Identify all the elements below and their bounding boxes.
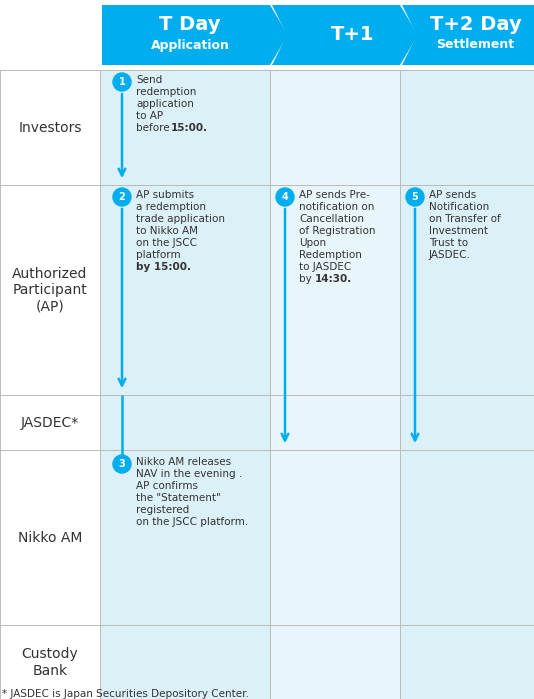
Circle shape bbox=[113, 188, 131, 206]
Text: AP sends Pre-: AP sends Pre- bbox=[299, 190, 370, 200]
Text: of Registration: of Registration bbox=[299, 226, 375, 236]
Text: 15:00.: 15:00. bbox=[171, 123, 208, 133]
Polygon shape bbox=[272, 5, 418, 65]
Text: 1: 1 bbox=[119, 77, 125, 87]
Text: T+1: T+1 bbox=[331, 25, 374, 45]
Text: 5: 5 bbox=[412, 192, 418, 202]
Bar bbox=[0, 625, 100, 699]
Text: Investors: Investors bbox=[18, 120, 82, 134]
Bar bbox=[100, 625, 270, 699]
Text: before: before bbox=[136, 123, 173, 133]
Bar bbox=[100, 395, 270, 450]
Bar bbox=[400, 395, 534, 450]
Text: Cancellation: Cancellation bbox=[299, 214, 364, 224]
Text: 3: 3 bbox=[119, 459, 125, 469]
Text: on the JSCC platform.: on the JSCC platform. bbox=[136, 517, 248, 527]
Bar bbox=[270, 625, 400, 699]
Text: AP sends: AP sends bbox=[429, 190, 476, 200]
Text: notification on: notification on bbox=[299, 202, 374, 212]
Circle shape bbox=[113, 73, 131, 91]
Bar bbox=[400, 70, 534, 185]
Circle shape bbox=[276, 188, 294, 206]
Bar bbox=[0, 395, 100, 450]
Bar bbox=[400, 185, 534, 395]
Text: Trust to: Trust to bbox=[429, 238, 468, 248]
Bar bbox=[0, 70, 100, 185]
Text: registered: registered bbox=[136, 505, 189, 515]
Text: on the JSCC: on the JSCC bbox=[136, 238, 197, 248]
Text: Application: Application bbox=[151, 38, 230, 52]
Text: trade application: trade application bbox=[136, 214, 225, 224]
Text: by 15:00.: by 15:00. bbox=[136, 262, 191, 272]
Bar bbox=[270, 450, 400, 625]
Text: 2: 2 bbox=[119, 192, 125, 202]
Bar bbox=[0, 185, 100, 395]
Text: 14:30.: 14:30. bbox=[315, 274, 352, 284]
Bar bbox=[400, 450, 534, 625]
Text: AP confirms: AP confirms bbox=[136, 481, 198, 491]
Text: redemption: redemption bbox=[136, 87, 197, 97]
Text: * JASDEC is Japan Securities Depository Center.: * JASDEC is Japan Securities Depository … bbox=[2, 689, 249, 699]
Text: to JASDEC: to JASDEC bbox=[299, 262, 351, 272]
Bar bbox=[270, 185, 400, 395]
Text: Nikko AM: Nikko AM bbox=[18, 531, 82, 545]
Text: T+2 Day: T+2 Day bbox=[430, 15, 521, 34]
Text: Send: Send bbox=[136, 75, 162, 85]
Text: 4: 4 bbox=[281, 192, 288, 202]
Text: Redemption: Redemption bbox=[299, 250, 362, 260]
Text: to AP: to AP bbox=[136, 111, 163, 121]
Text: NAV in the evening .: NAV in the evening . bbox=[136, 469, 242, 479]
Bar bbox=[100, 70, 270, 185]
Text: a redemption: a redemption bbox=[136, 202, 206, 212]
Text: the "Statement": the "Statement" bbox=[136, 493, 221, 503]
Text: application: application bbox=[136, 99, 194, 109]
Polygon shape bbox=[402, 5, 534, 65]
Text: Custody
Bank: Custody Bank bbox=[21, 647, 78, 677]
Circle shape bbox=[406, 188, 424, 206]
Bar bbox=[0, 450, 100, 625]
Text: Upon: Upon bbox=[299, 238, 326, 248]
Bar bbox=[270, 395, 400, 450]
Bar bbox=[400, 625, 534, 699]
Text: to Nikko AM: to Nikko AM bbox=[136, 226, 198, 236]
Text: Notification: Notification bbox=[429, 202, 489, 212]
Text: on Transfer of: on Transfer of bbox=[429, 214, 501, 224]
Text: Nikko AM releases: Nikko AM releases bbox=[136, 457, 231, 467]
Polygon shape bbox=[102, 5, 288, 65]
Bar bbox=[100, 185, 270, 395]
Text: JASDEC.: JASDEC. bbox=[429, 250, 471, 260]
Text: by: by bbox=[299, 274, 315, 284]
Text: Settlement: Settlement bbox=[436, 38, 515, 52]
Bar bbox=[270, 70, 400, 185]
Text: T Day: T Day bbox=[159, 15, 221, 34]
Text: Investment: Investment bbox=[429, 226, 488, 236]
Text: Authorized
Participant
(AP): Authorized Participant (AP) bbox=[12, 267, 88, 313]
Text: platform: platform bbox=[136, 250, 180, 260]
Circle shape bbox=[113, 455, 131, 473]
Text: AP submits: AP submits bbox=[136, 190, 194, 200]
Text: JASDEC*: JASDEC* bbox=[21, 415, 79, 429]
Bar bbox=[100, 450, 270, 625]
